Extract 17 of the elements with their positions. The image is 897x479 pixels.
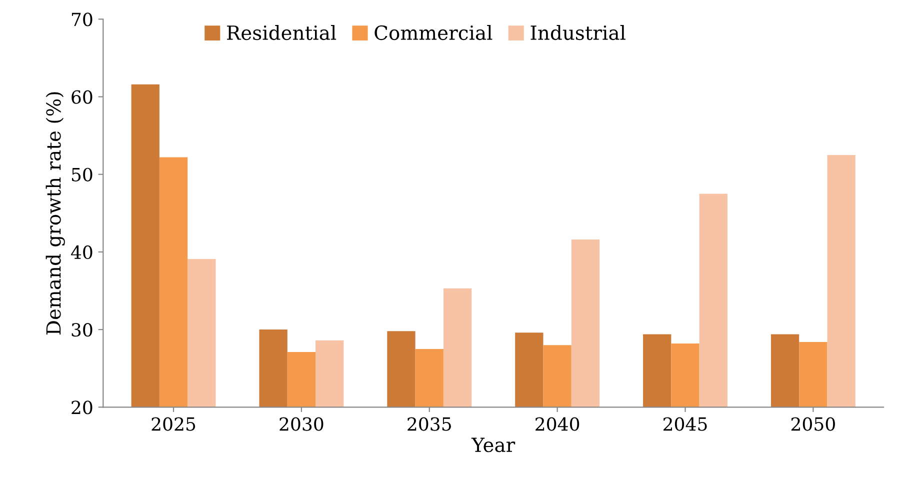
x-tick-label: 2045 (664, 417, 707, 431)
x-tick-label: 2050 (791, 417, 835, 431)
legend-label: Industrial (530, 25, 626, 40)
y-tick-label: 70 (72, 12, 92, 26)
y-axis-title: Demand growth rate (%) (46, 92, 65, 335)
y-tick-label: 30 (72, 323, 92, 337)
legend-label: Commercial (374, 25, 492, 40)
y-tick-label: 40 (71, 245, 92, 260)
x-tick-label: 2025 (152, 417, 196, 431)
x-axis-title: Year (471, 438, 516, 452)
x-tick-label: 2040 (536, 417, 580, 431)
y-tick-label: 60 (72, 90, 92, 104)
y-tick-label: 50 (72, 168, 92, 182)
legend-label: Residential (227, 25, 336, 40)
x-tick-label: 2030 (280, 417, 324, 431)
x-tick-label: 2035 (408, 417, 451, 431)
y-tick-label: 20 (72, 400, 92, 414)
